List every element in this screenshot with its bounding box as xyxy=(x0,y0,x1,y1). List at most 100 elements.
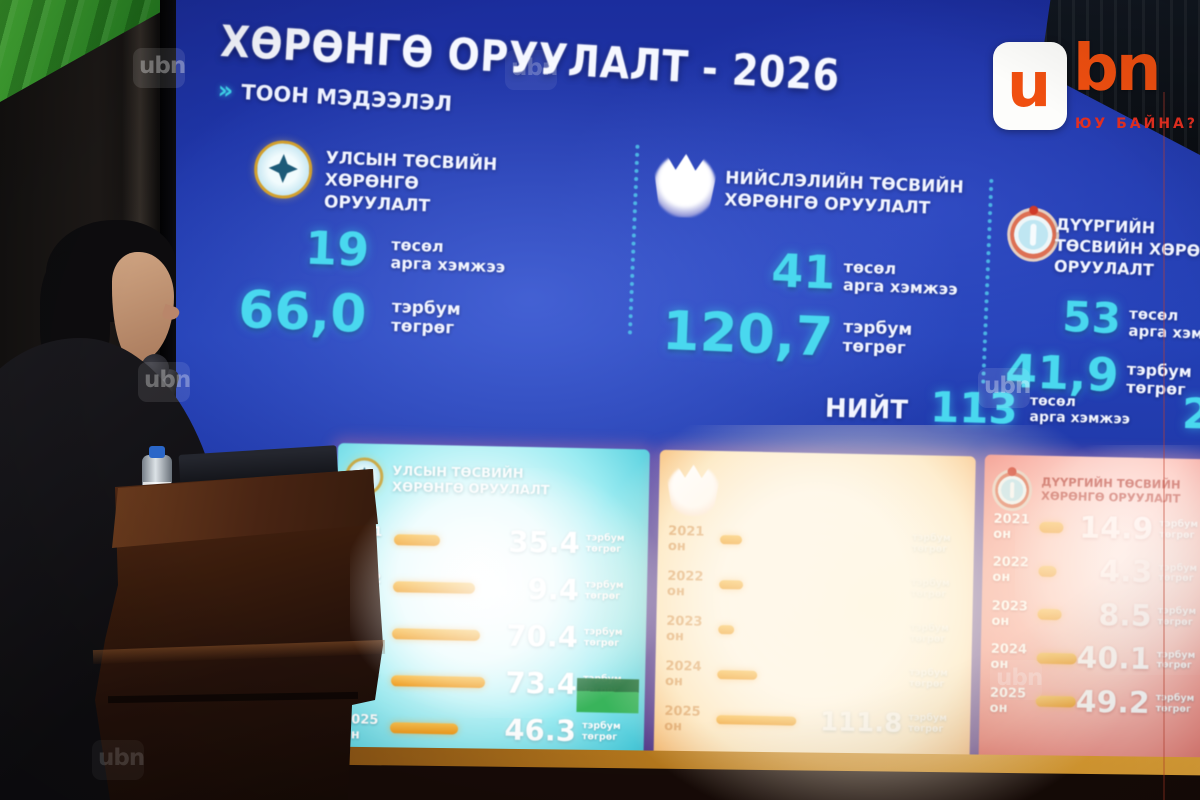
bar xyxy=(719,580,744,590)
value-label: 111.8 xyxy=(819,706,903,739)
ubn-watermark: ubn xyxy=(505,50,563,92)
ubn-watermark: ubn xyxy=(133,48,191,90)
bar xyxy=(391,628,481,642)
year-label: 2021 он xyxy=(667,523,705,554)
value-label: 70.4 xyxy=(506,618,579,655)
logo-box xyxy=(993,42,1067,130)
watermark-text: ubn xyxy=(996,665,1043,691)
watermark-text: ubn xyxy=(144,367,191,393)
chart-row: 2021 он тэрбум төгрөг xyxy=(658,516,975,568)
value-label: 73.4 xyxy=(505,665,578,702)
stat-district-budget: ДҮҮРГИЙН ТӨСВИЙН ХӨРӨНГӨ ОРУУЛАЛТ 53 төсөл… xyxy=(1003,168,1200,402)
chart-row: 2021 он 14.9 тэрбум төгрөг xyxy=(983,505,1200,553)
ubn-watermark: ubn xyxy=(92,740,150,782)
ubn-watermark: ubn xyxy=(138,362,196,404)
bar xyxy=(389,722,459,735)
district-emblem-icon xyxy=(1006,206,1061,263)
ubn-watermark: ubn xyxy=(990,660,1048,702)
count-value: 41 xyxy=(770,243,837,300)
chart-row: 2022 он тэрбум төгрөг xyxy=(657,561,974,613)
bar xyxy=(1037,608,1062,621)
watermark-box xyxy=(978,368,1030,408)
total-count-unit: төсөл арга хэмжээ xyxy=(1029,392,1131,428)
dotted-divider xyxy=(981,178,994,384)
project-count: 53 төсөл арга хэмж xyxy=(996,292,1200,343)
chart-row: 2022 он 4.3 тэрбум төгрөг xyxy=(982,548,1200,596)
watermark-box xyxy=(133,48,185,88)
bar xyxy=(390,675,486,689)
year-label: 2024 он xyxy=(664,658,702,689)
value-label: 49.2 xyxy=(1075,684,1151,721)
total-amount: 228,6 xyxy=(1181,388,1200,442)
panel-header xyxy=(667,464,970,522)
bar xyxy=(716,714,797,726)
ubn-watermark: ubn xyxy=(978,368,1036,410)
value-label: 14.9 xyxy=(1078,510,1154,547)
watermark-box xyxy=(505,50,557,90)
value-label: 35.4 xyxy=(508,524,581,561)
dotted-divider xyxy=(627,144,640,335)
stat-title: УЛСЫН ТӨСВИЙН ХӨРӨНГӨ ОРУУЛАЛТ xyxy=(323,148,498,217)
ulaanbaatar-garuda-emblem-icon xyxy=(667,464,720,517)
bar xyxy=(1039,521,1064,534)
video-artifact xyxy=(576,678,640,714)
amount-unit: тэрбум төгрөг xyxy=(842,317,913,359)
bar xyxy=(1038,565,1057,577)
bar xyxy=(392,581,476,594)
stat-city-budget: НИЙСЛЭЛИЙН ТӨСВИЙН ХӨРӨНГӨ ОРУУЛАЛТ 41 тө… xyxy=(650,152,990,369)
watermark-box xyxy=(138,362,190,402)
chart-row: 2025 он 111.8 тэрбум төгрөг xyxy=(654,696,971,748)
watermark-text: ubn xyxy=(984,373,1031,399)
stat-title: НИЙСЛЭЛИЙН ТӨСВИЙН ХӨРӨНГӨ ОРУУЛАЛТ xyxy=(723,168,965,219)
stat-title: ДҮҮРГИЙН ТӨСВИЙН ХӨРӨНГӨ ОРУУЛАЛТ xyxy=(1053,214,1200,280)
photo-seam-line xyxy=(1163,92,1165,800)
chart-panel-city: 2021 он тэрбум төгрөг 2022 он тэрбум төгрөг … xyxy=(653,449,976,771)
year-label: 2022 он xyxy=(666,568,704,599)
bar xyxy=(717,669,758,680)
value-label: 46.3 xyxy=(504,712,577,749)
total-label: НИЙТ xyxy=(824,393,909,426)
ubn-logo: u bn ЮУ БАЙНА? xyxy=(993,32,1195,140)
panel-title: ДҮҮРГИЙН ТӨСВИЙН ХӨРӨНГӨ ОРУУЛАЛТ xyxy=(1040,474,1181,507)
chart-panel-district: ДҮҮРГИЙН ТӨСВИЙН ХӨРӨНГӨ ОРУУЛАЛТ 2021 он… xyxy=(978,454,1200,780)
year-label: 2023 он xyxy=(665,613,703,644)
value-label: 8.5 xyxy=(1098,597,1152,634)
year-label: 2023 он xyxy=(991,598,1029,629)
value-label: 40.1 xyxy=(1076,640,1152,678)
count-unit: төсөл арга хэмжээ xyxy=(842,257,959,299)
year-label: 2022 он xyxy=(992,554,1029,586)
value-label: 4.3 xyxy=(1098,554,1153,591)
watermark-text: ubn xyxy=(98,745,145,771)
amount: 120,7 тэрбум төгрөг xyxy=(642,298,913,369)
bar xyxy=(718,625,735,635)
bar xyxy=(393,534,441,547)
watermark-text: ubn xyxy=(139,53,186,79)
year-label: 2021 он xyxy=(993,511,1030,542)
logo-letter-u: u xyxy=(1007,48,1052,121)
bottle-cap xyxy=(149,446,165,458)
chart-row: 2023 он тэрбум төгрөг xyxy=(656,606,973,658)
bar xyxy=(719,535,743,545)
amount-value: 120,7 xyxy=(661,298,835,369)
amount-unit: тэрбум төгрөг xyxy=(390,297,462,339)
watermark-text: ubn xyxy=(511,55,558,81)
panel-header: УЛСЫН ТӨСВИЙН ХӨРӨНГӨ ОРУУЛАЛТ xyxy=(344,457,644,502)
watermark-box xyxy=(92,740,144,780)
